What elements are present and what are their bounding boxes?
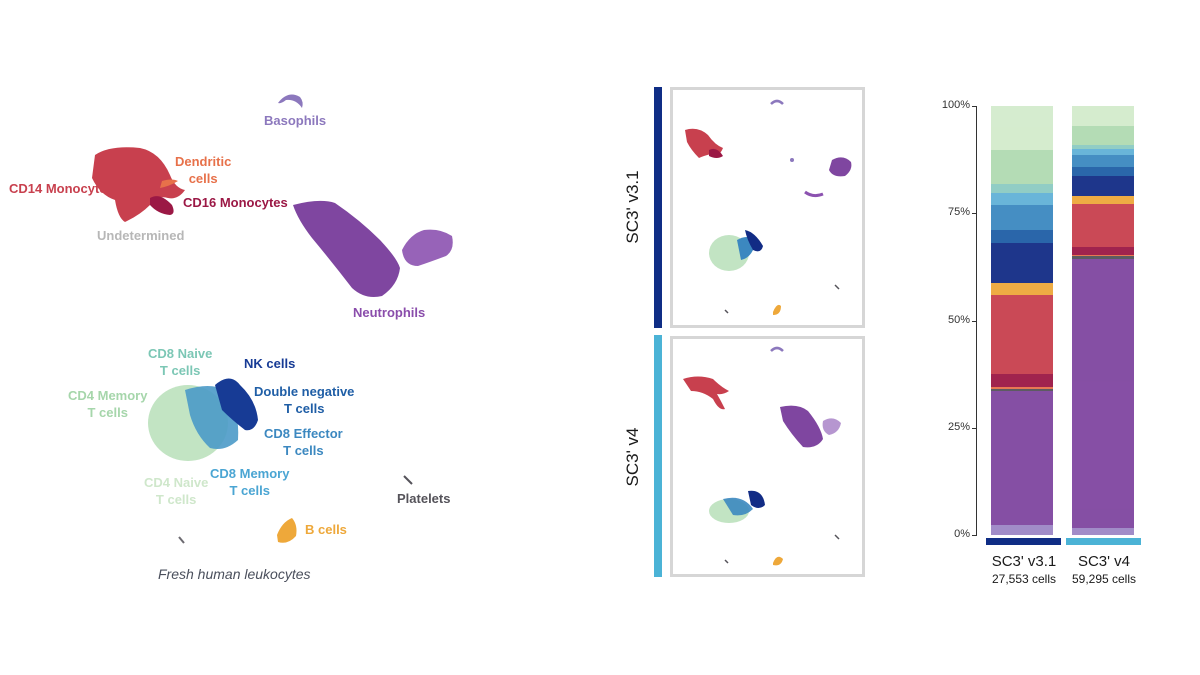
x-label-v4: SC3' v4 <box>1077 553 1131 570</box>
bar-segment-platelets <box>991 389 1053 392</box>
bar-segment-double-negative-t-cells <box>1072 167 1134 176</box>
bar-segment-b-cells <box>991 282 1053 295</box>
y-tickmark-25 <box>972 428 976 429</box>
x-count-v4: 59,295 cells <box>1071 572 1137 586</box>
label-platelets: Platelets <box>397 491 451 506</box>
bar-segment-cd8-effector-t-cells <box>991 205 1053 231</box>
bar-segment-nk-cells <box>1072 176 1134 197</box>
bar-segment-cd14-monocytes <box>1072 204 1134 248</box>
label-cd8-naive-line1: CD8 Naive <box>148 346 213 361</box>
bar-segment-basophils <box>991 525 1053 535</box>
bar-segment-cd4-naive-t-cells <box>1072 106 1134 127</box>
label-cd4-memory-line2: T cells <box>87 405 128 420</box>
label-dendritic-line2: cells <box>188 171 218 186</box>
y-tickmark-0 <box>972 535 976 536</box>
label-cd8-effector-line1: CD8 Effector <box>264 426 343 441</box>
label-cd16-monocytes: CD16 Monocytes <box>183 195 288 210</box>
group-bar-v31 <box>986 538 1061 545</box>
y-tick-0: 0% <box>954 528 970 540</box>
cd14-monocytes-cluster <box>92 147 185 222</box>
label-dendritic: Dendritic cells <box>175 153 231 187</box>
label-dendritic-line1: Dendritic <box>175 154 232 169</box>
y-tick-25: 25% <box>947 421 970 433</box>
label-dn-line2: T cells <box>283 401 325 416</box>
nk-dn-t-cells-cluster <box>215 378 258 431</box>
stray-cluster <box>178 536 185 544</box>
label-cd4-memory-line1: CD4 Memory <box>68 388 148 403</box>
x-label-v31: SC3' v3.1 <box>991 553 1057 570</box>
bar-segment-cd4-naive-t-cells <box>991 106 1053 151</box>
bar-sc3-v31 <box>991 106 1053 535</box>
bar-segment-cd8-naive-t-cells <box>991 184 1053 194</box>
panel-v4-clusters <box>683 346 841 566</box>
label-cd8-naive-line2: T cells <box>159 363 201 378</box>
bar-segment-cd16-monocytes <box>991 374 1053 387</box>
bar-segment-cd4-memory-t-cells <box>1072 126 1134 146</box>
bar-segment-double-negative-t-cells <box>991 230 1053 244</box>
y-tick-100: 100% <box>941 99 970 111</box>
bar-segment-cd8-effector-t-cells <box>1072 155 1134 167</box>
label-cd8-memory-line2: T cells <box>229 483 270 498</box>
neutrophils-subcluster <box>402 229 453 266</box>
dendritic-cluster <box>160 179 178 188</box>
y-tick-75: 75% <box>947 206 970 218</box>
y-tickmark-50 <box>972 321 976 322</box>
x-count-v31: 27,553 cells <box>991 572 1057 586</box>
bar-segment-b-cells <box>1072 196 1134 205</box>
label-cd8-memory-line1: CD8 Memory <box>210 466 290 481</box>
label-cd8-effector-line2: T cells <box>283 443 324 458</box>
label-cd8-effector: CD8 Effector T cells <box>264 425 343 459</box>
b-cells-cluster <box>277 518 297 543</box>
label-basophils: Basophils <box>264 113 327 128</box>
label-cd4-naive: CD4 Naive T cells <box>144 474 208 508</box>
platelets-cluster <box>403 475 413 485</box>
bar-segment-neutrophils <box>991 391 1053 526</box>
label-cd8-naive: CD8 Naive T cells <box>148 345 212 379</box>
umap-caption: Fresh human leukocytes <box>158 566 311 582</box>
panel-v31-umap <box>670 87 865 328</box>
y-axis-line <box>976 106 977 536</box>
panel-v31-color-bar <box>654 87 662 328</box>
label-nk: NK cells <box>244 356 296 371</box>
panel-v31-clusters <box>685 99 852 315</box>
bar-segment-cd8-memory-t-cells <box>991 193 1053 206</box>
y-tickmark-75 <box>972 213 976 214</box>
cd16-monocytes-cluster <box>150 196 174 215</box>
panel-v4-umap <box>670 336 865 577</box>
basophils-cluster <box>278 94 303 108</box>
bar-segment-dendritic-cells <box>991 386 1053 390</box>
bar-segment-cd8-naive-t-cells <box>1072 145 1134 149</box>
label-cd4-memory: CD4 Memory T cells <box>68 387 147 421</box>
bar-segment-neutrophils <box>1072 259 1134 529</box>
bar-segment-nk-cells <box>991 243 1053 283</box>
label-neutrophils: Neutrophils <box>353 305 426 320</box>
y-tickmark-100 <box>972 106 976 107</box>
bar-segment-basophils <box>1072 528 1134 535</box>
bar-sc3-v4 <box>1072 106 1134 535</box>
bar-segment-cd8-memory-t-cells <box>1072 149 1134 155</box>
main-umap: Basophils Dendritic cells CD14 Monocytes… <box>0 0 480 600</box>
neutrophils-cluster <box>293 200 400 297</box>
label-cd4-naive-line1: CD4 Naive <box>144 475 209 490</box>
bar-segment-cd14-monocytes <box>991 295 1053 374</box>
label-undetermined: Undetermined <box>97 228 185 243</box>
label-dn-line1: Double negative <box>254 384 355 399</box>
label-cd8-memory: CD8 Memory T cells <box>210 465 289 499</box>
panel-v31-label: SC3' v3.1 <box>623 170 642 244</box>
bar-segment-dendritic-cells <box>1072 255 1134 257</box>
label-cd14-monocytes: CD14 Monocytes <box>9 181 114 196</box>
panel-v4-color-bar <box>654 335 662 577</box>
main-umap-clusters <box>92 94 453 544</box>
bar-segment-platelets <box>1072 256 1134 260</box>
group-bar-v4 <box>1066 538 1141 545</box>
label-b-cells: B cells <box>305 522 347 537</box>
label-cd4-naive-line2: T cells <box>155 492 197 507</box>
label-double-negative: Double negative T cells <box>254 383 354 417</box>
panel-v4-label: SC3' v4 <box>623 427 642 487</box>
bar-segment-cd16-monocytes <box>1072 247 1134 256</box>
bar-segment-cd4-memory-t-cells <box>991 150 1053 185</box>
y-tick-50: 50% <box>947 314 970 326</box>
